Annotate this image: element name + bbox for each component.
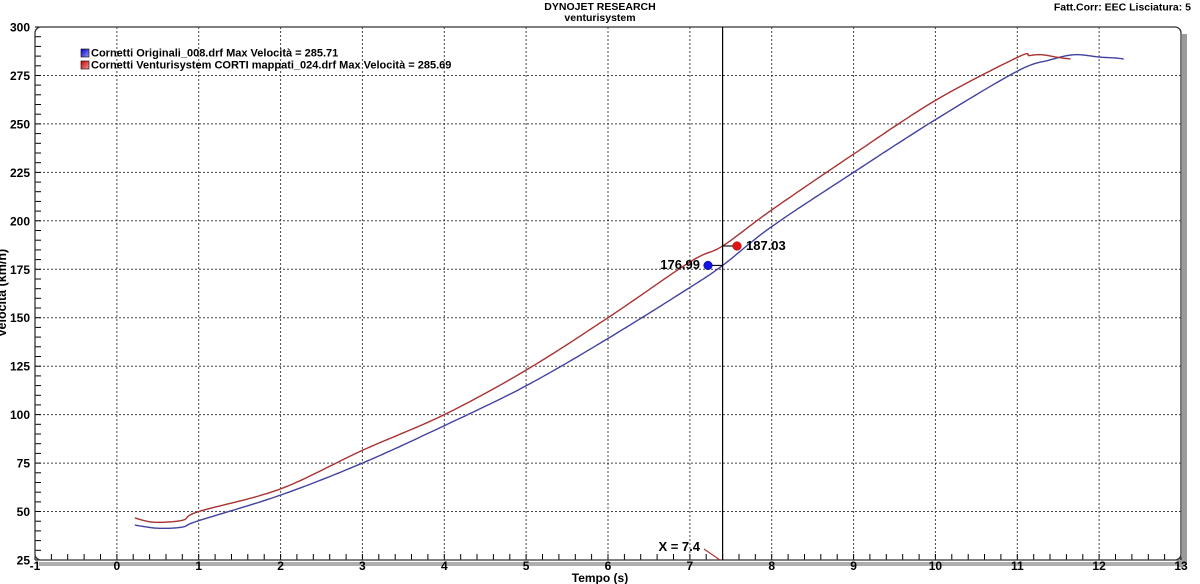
svg-text:7: 7 [687, 559, 694, 573]
svg-text:Fatt.Corr: EEC Lisciatura: 5: Fatt.Corr: EEC Lisciatura: 5 [1054, 2, 1191, 14]
svg-text:5: 5 [523, 559, 530, 573]
svg-text:250: 250 [10, 117, 30, 131]
svg-text:200: 200 [10, 214, 30, 228]
svg-text:10: 10 [929, 559, 943, 573]
svg-text:3: 3 [359, 559, 366, 573]
svg-text:Cornetti Originali_008.drf Max: Cornetti Originali_008.drf Max Velocità … [91, 48, 338, 60]
svg-text:300: 300 [10, 21, 30, 35]
svg-text:125: 125 [10, 360, 30, 374]
svg-text:176.99: 176.99 [660, 257, 700, 272]
svg-text:9: 9 [850, 559, 857, 573]
svg-text:275: 275 [10, 69, 30, 83]
svg-text:187.03: 187.03 [746, 238, 786, 253]
svg-text:25: 25 [17, 554, 31, 568]
svg-text:X = 7.4: X = 7.4 [658, 539, 700, 554]
svg-text:0: 0 [114, 559, 121, 573]
svg-text:-1: -1 [30, 559, 41, 573]
svg-text:4: 4 [441, 559, 448, 573]
svg-text:13: 13 [1174, 559, 1188, 573]
svg-text:100: 100 [10, 408, 30, 422]
svg-text:Velocità (km/h): Velocità (km/h) [0, 249, 9, 337]
svg-text:Tempo (s): Tempo (s) [572, 571, 628, 584]
svg-text:8: 8 [768, 559, 775, 573]
svg-text:225: 225 [10, 166, 30, 180]
svg-text:11: 11 [1011, 559, 1024, 573]
svg-text:150: 150 [10, 311, 30, 325]
svg-text:175: 175 [10, 263, 30, 277]
svg-text:1: 1 [195, 559, 202, 573]
svg-text:Cornetti Venturisystem CORTI m: Cornetti Venturisystem CORTI mappati_024… [91, 60, 451, 72]
svg-text:venturisystem: venturisystem [564, 12, 635, 24]
svg-text:12: 12 [1092, 559, 1106, 573]
svg-text:2: 2 [277, 559, 284, 573]
svg-text:75: 75 [17, 457, 31, 471]
svg-text:50: 50 [17, 505, 31, 519]
